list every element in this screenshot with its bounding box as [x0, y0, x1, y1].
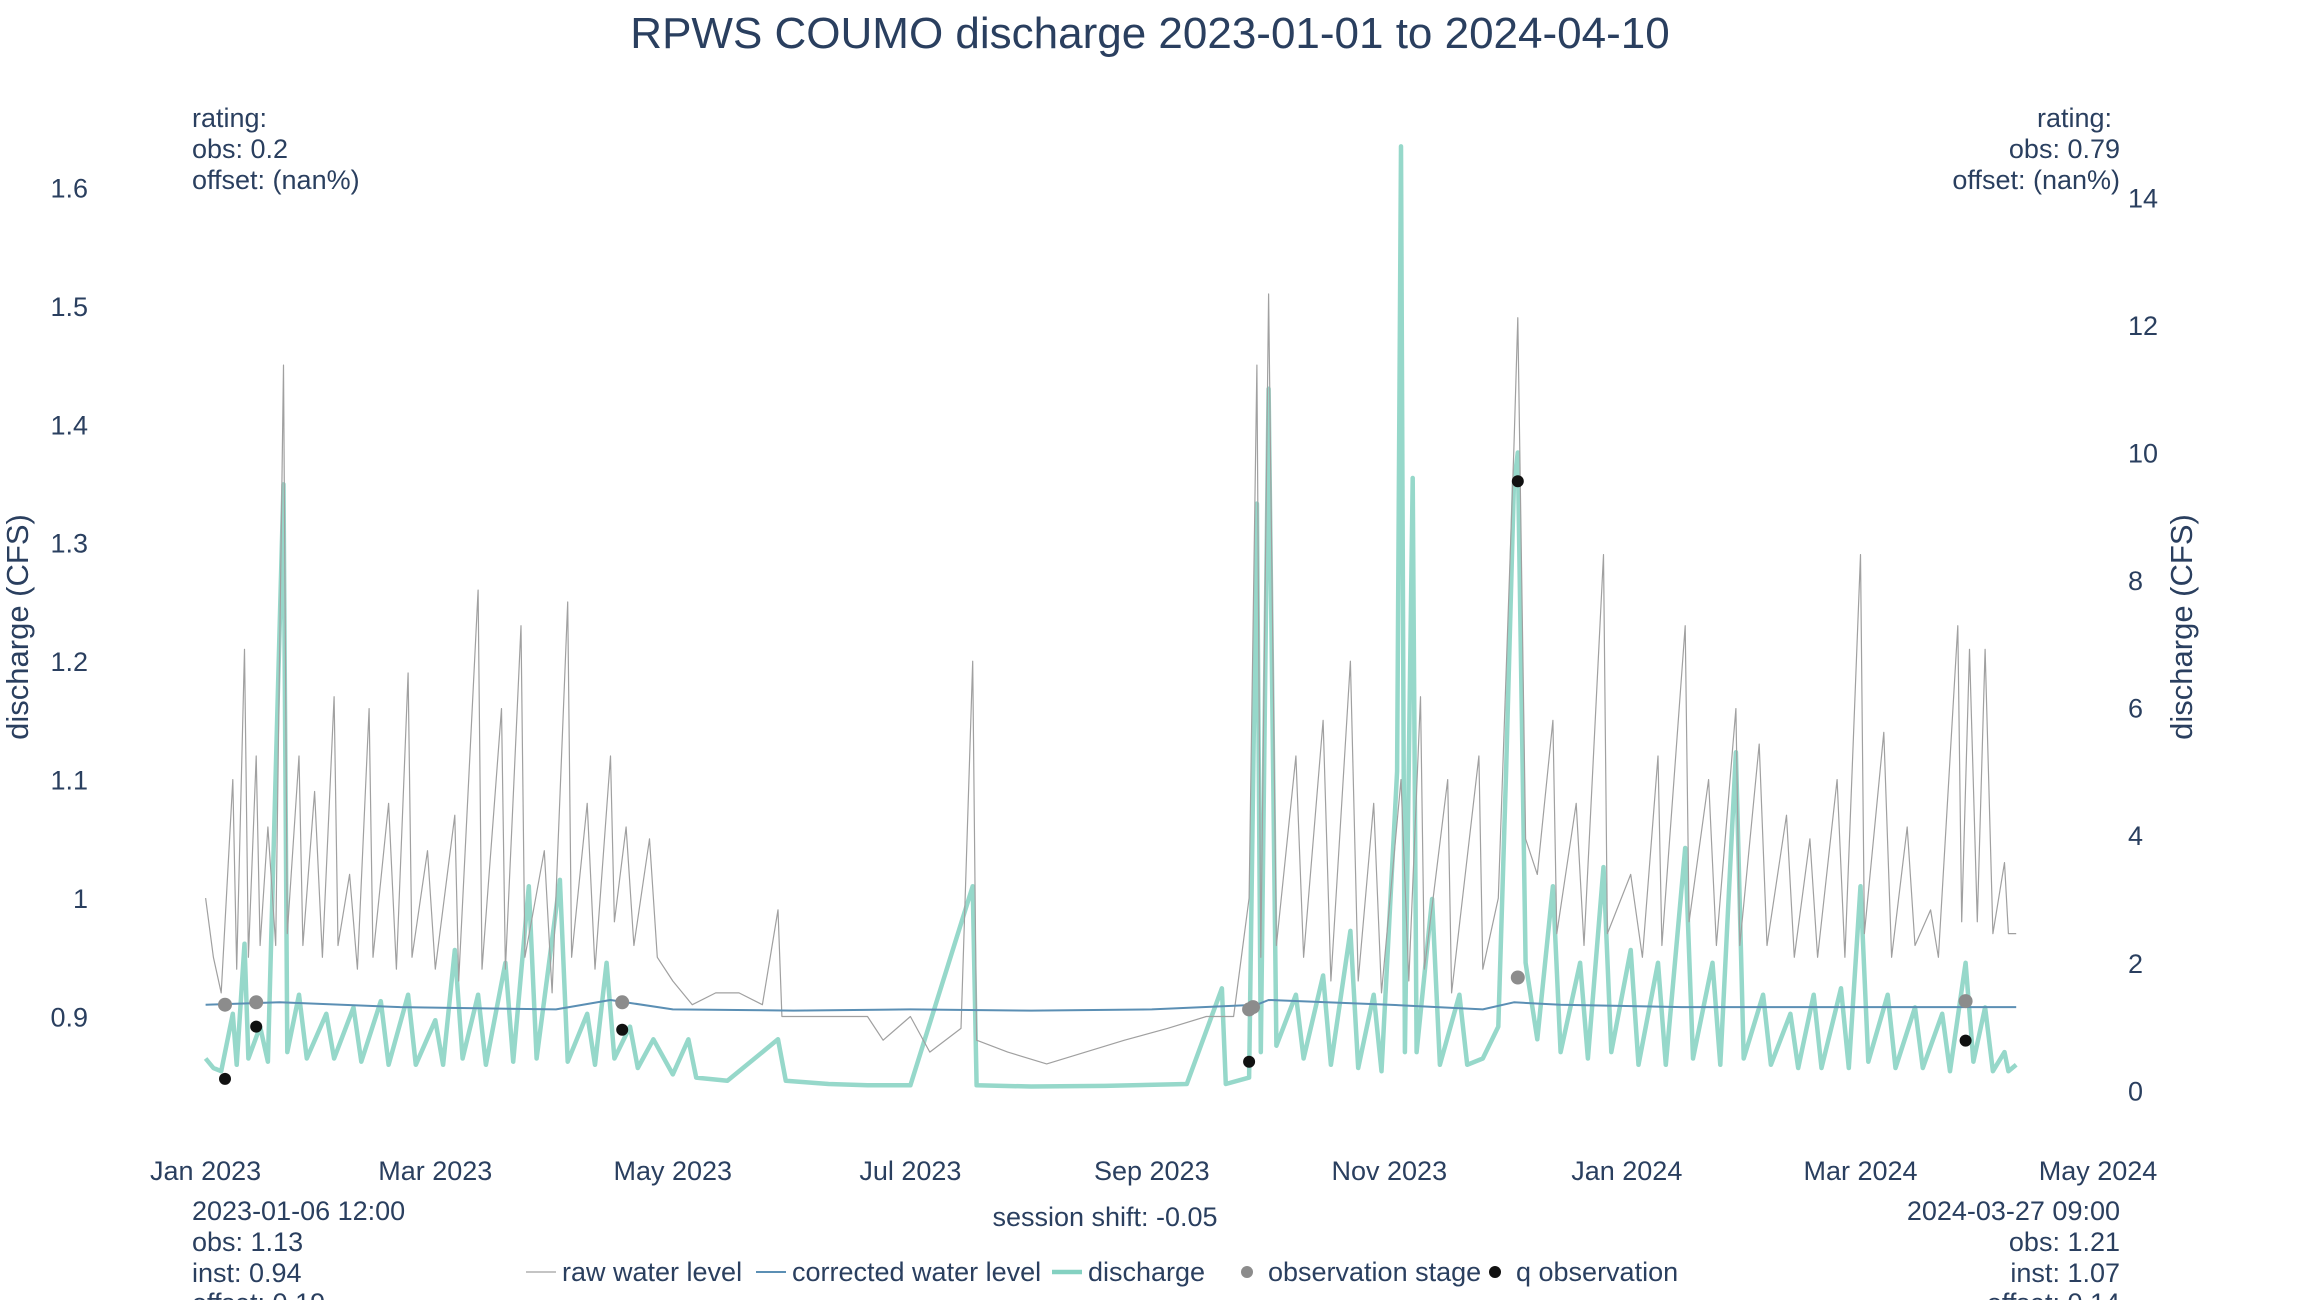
q-observation-point: [616, 1023, 629, 1036]
right-y-tick-label: 4: [2128, 821, 2143, 851]
x-tick-label: Mar 2024: [1803, 1156, 1917, 1186]
annotation-top-right-line: offset: (nan%): [1952, 165, 2120, 195]
x-tick-label: Jan 2023: [150, 1156, 261, 1186]
chart-title: RPWS COUMO discharge 2023-01-01 to 2024-…: [630, 9, 1669, 58]
observation-stage-point: [615, 995, 630, 1010]
left-y-tick-label: 0.9: [50, 1003, 88, 1033]
left-y-tick-label: 1.6: [50, 173, 88, 203]
right-y-tick-label: 2: [2128, 949, 2143, 979]
raw-water-level-line: [205, 293, 2017, 1065]
annotation-bottom-right-line: obs: 1.21: [2009, 1227, 2120, 1257]
x-tick-label: Jan 2024: [1571, 1156, 1682, 1186]
legend-swatch-q-observation: [1489, 1266, 1501, 1278]
left-y-tick-label: 1.2: [50, 647, 88, 677]
left-y-tick-label: 1.3: [50, 529, 88, 559]
left-y-tick-label: 1: [73, 884, 88, 914]
q-observation-point: [1243, 1055, 1256, 1068]
x-tick-label: May 2024: [2039, 1156, 2158, 1186]
annotation-bottom-left: 2023-01-06 12:00 obs: 1.13 inst: 0.94 of…: [192, 1196, 405, 1300]
x-tick-label: Mar 2023: [378, 1156, 492, 1186]
annotation-top-right-line: rating:: [2037, 103, 2112, 133]
annotation-bottom-left-line: inst: 0.94: [192, 1258, 302, 1288]
observation-stage-point: [1958, 994, 1973, 1009]
annotation-top-left-line: rating:: [192, 103, 267, 133]
discharge-line: [203, 144, 2018, 1089]
annotation-top-left-line: offset: (nan%): [192, 165, 360, 195]
x-tick-label: Jul 2023: [859, 1156, 961, 1186]
right-y-axis: 0 2 4 6 8 10 12 14: [2128, 183, 2158, 1106]
legend-label-corrected-water-level: corrected water level: [792, 1257, 1041, 1287]
observation-stage-point: [218, 997, 232, 1012]
right-y-axis-title: discharge (CFS): [2164, 514, 2199, 740]
left-y-tick-label: 1.5: [50, 292, 88, 322]
right-y-tick-label: 8: [2128, 566, 2143, 596]
legend: raw water level corrected water level disc…: [526, 1257, 1678, 1287]
annotation-bottom-right-line: offset: 0.14: [1987, 1288, 2120, 1300]
plot-area: [203, 144, 2018, 1089]
annotation-bottom-left-line: offset: 0.19: [192, 1288, 325, 1300]
right-y-tick-label: 10: [2128, 439, 2158, 469]
legend-label-raw-water-level: raw water level: [562, 1257, 742, 1287]
annotation-bottom-left-line: 2023-01-06 12:00: [192, 1196, 405, 1226]
x-tick-label: Sep 2023: [1094, 1156, 1210, 1186]
right-y-tick-label: 12: [2128, 311, 2158, 341]
legend-label-observation-stage: observation stage: [1268, 1257, 1481, 1287]
observation-stage-point: [1510, 970, 1525, 985]
legend-label-discharge: discharge: [1088, 1257, 1205, 1287]
legend-swatch-observation-stage: [1241, 1266, 1253, 1278]
right-y-tick-label: 0: [2128, 1076, 2143, 1106]
right-y-tick-label: 6: [2128, 694, 2143, 724]
left-y-axis-title: discharge (CFS): [0, 514, 35, 740]
session-shift-label: session shift: -0.05: [992, 1202, 1217, 1232]
q-observation-point: [1959, 1034, 1972, 1047]
observation-stage-point: [1246, 1000, 1260, 1015]
left-y-tick-label: 1.4: [50, 410, 88, 440]
annotation-top-left: rating: obs: 0.2 offset: (nan%): [192, 103, 360, 195]
annotation-top-right-line: obs: 0.79: [2009, 134, 2120, 164]
corrected-water-level-line: [205, 999, 2017, 1012]
left-y-tick-label: 1.1: [50, 766, 88, 796]
annotation-top-left-line: obs: 0.2: [192, 134, 288, 164]
left-y-axis: 0.9 1 1.1 1.2 1.3 1.4 1.5 1.6: [50, 173, 88, 1032]
x-tick-label: May 2023: [614, 1156, 733, 1186]
annotation-bottom-right-line: inst: 1.07: [2010, 1258, 2120, 1288]
q-observation-point: [219, 1072, 231, 1085]
annotation-bottom-right-line: 2024-03-27 09:00: [1907, 1196, 2120, 1226]
x-tick-label: Nov 2023: [1332, 1156, 1448, 1186]
q-observation-point: [1511, 475, 1524, 488]
observation-stage-point: [249, 995, 264, 1010]
legend-label-q-observation: q observation: [1516, 1257, 1678, 1287]
annotation-top-right: rating: obs: 0.79 offset: (nan%): [1952, 103, 2120, 195]
annotation-bottom-right: 2024-03-27 09:00 obs: 1.21 inst: 1.07 of…: [1907, 1196, 2120, 1300]
q-observation-point: [250, 1020, 263, 1033]
annotation-bottom-left-line: obs: 1.13: [192, 1227, 303, 1257]
right-y-tick-label: 14: [2128, 183, 2158, 213]
x-axis: Jan 2023 Mar 2023 May 2023 Jul 2023 Sep 2023…: [150, 1156, 2157, 1186]
